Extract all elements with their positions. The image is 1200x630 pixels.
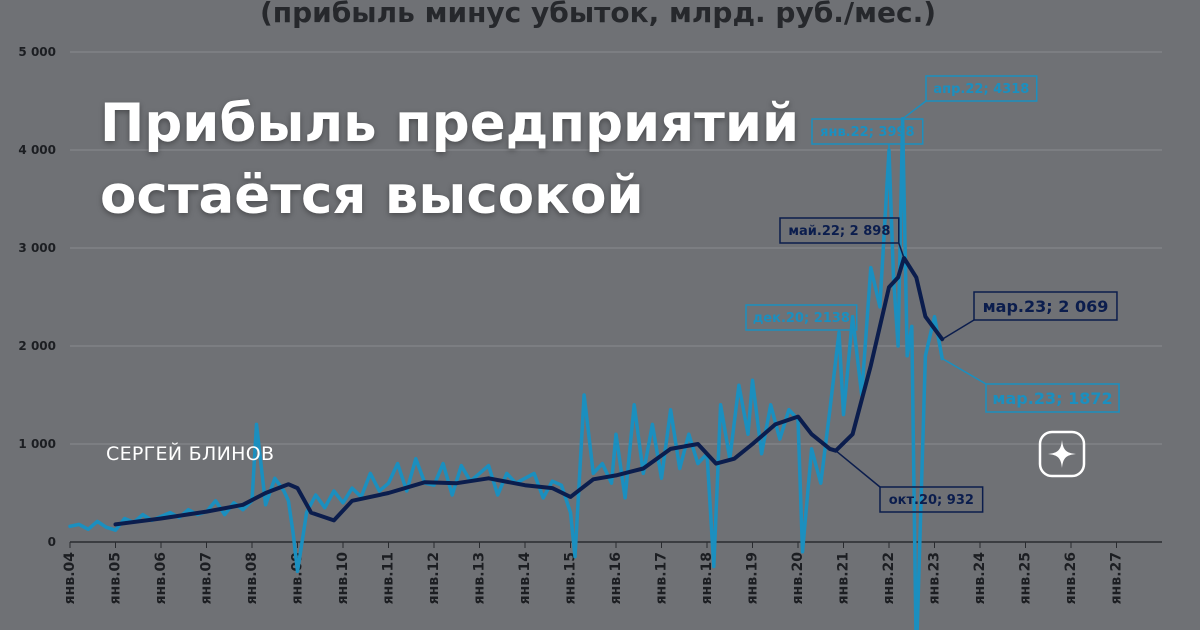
x-tick-label: янв.09 bbox=[290, 552, 306, 604]
y-tick-label: 2 000 bbox=[18, 339, 56, 353]
data-label: дек.20; 2138 bbox=[753, 311, 850, 326]
x-tick-label: янв.26 bbox=[1063, 552, 1079, 604]
headline-line-1: Прибыль предприятий bbox=[100, 93, 800, 154]
annotations: дек.20; 2138 янв.22; 3998 апр.22; 4318 май.… bbox=[745, 75, 1120, 513]
callout-box bbox=[985, 383, 1120, 413]
x-tick-label: янв.22 bbox=[881, 552, 897, 604]
callout-leader bbox=[902, 100, 927, 120]
x-tick-label: янв.08 bbox=[244, 552, 260, 604]
y-tick-label: 1 000 bbox=[18, 437, 56, 451]
author-name: СЕРГЕЙ БЛИНОВ bbox=[106, 443, 275, 465]
callout-box bbox=[973, 291, 1118, 321]
x-tick-label: янв.15 bbox=[563, 552, 579, 604]
sparkle-star-icon bbox=[1038, 430, 1086, 478]
y-tick-label: 5 000 bbox=[18, 45, 56, 59]
series-smoothed-line bbox=[113, 256, 945, 527]
callout-box bbox=[811, 118, 924, 145]
x-tick-label: янв.14 bbox=[517, 552, 533, 605]
headline: Прибыль предприятий остаётся высокой bbox=[100, 88, 799, 232]
x-tick-label: янв.07 bbox=[199, 552, 215, 604]
series-lines bbox=[68, 117, 945, 630]
chart-title: (прибыль минус убыток, млрд. руб./мес.) bbox=[260, 0, 936, 29]
data-label: май.22; 2 898 bbox=[788, 224, 890, 239]
x-tick-label: янв.24 bbox=[972, 552, 988, 605]
x-tick-label: янв.19 bbox=[745, 552, 761, 604]
y-tick-label: 3 000 bbox=[18, 241, 56, 255]
callout-box bbox=[925, 75, 1038, 102]
x-tick-label: янв.23 bbox=[927, 552, 943, 604]
data-label: окт.20; 932 bbox=[889, 493, 974, 508]
x-tick-label: янв.12 bbox=[426, 552, 442, 604]
callout-leader bbox=[898, 242, 905, 259]
x-tick-label: янв.18 bbox=[699, 552, 715, 604]
callout-box bbox=[879, 486, 984, 513]
data-label: янв.22; 3998 bbox=[820, 125, 915, 140]
x-tick-label: янв.16 bbox=[608, 552, 624, 604]
data-label: апр.22; 4318 bbox=[933, 82, 1029, 97]
x-tick-label: янв.10 bbox=[335, 552, 351, 605]
y-tick-label: 4 000 bbox=[18, 143, 56, 157]
data-label: мар.23; 2 069 bbox=[983, 297, 1109, 316]
x-tick-label: янв.11 bbox=[381, 552, 397, 604]
x-tick-label: янв.17 bbox=[654, 552, 670, 604]
x-tick-label: янв.20 bbox=[790, 552, 806, 605]
callout-leader bbox=[941, 357, 987, 385]
headline-line-2: остаётся высокой bbox=[100, 165, 644, 226]
x-tick-label: янв.06 bbox=[153, 552, 169, 604]
x-tick-label: янв.21 bbox=[836, 552, 852, 604]
series-monthly-line bbox=[68, 117, 944, 630]
x-tick-label: янв.13 bbox=[472, 552, 488, 604]
x-tick-label: янв.05 bbox=[108, 552, 124, 604]
y-tick-label: 0 bbox=[48, 535, 56, 549]
axes: 0 1 000 2 000 3 000 4 000 5 000 янв.04 янв.05 ян… bbox=[18, 45, 1162, 604]
x-tick-label: янв.27 bbox=[1109, 552, 1125, 604]
x-tick-label: янв.25 bbox=[1018, 552, 1034, 604]
callout-leader bbox=[941, 319, 975, 340]
data-label: мар.23; 1872 bbox=[992, 389, 1112, 408]
x-tick-label: янв.04 bbox=[62, 552, 78, 605]
callout-leader bbox=[835, 450, 881, 488]
callout-box bbox=[779, 217, 900, 244]
callout-box bbox=[745, 304, 858, 331]
